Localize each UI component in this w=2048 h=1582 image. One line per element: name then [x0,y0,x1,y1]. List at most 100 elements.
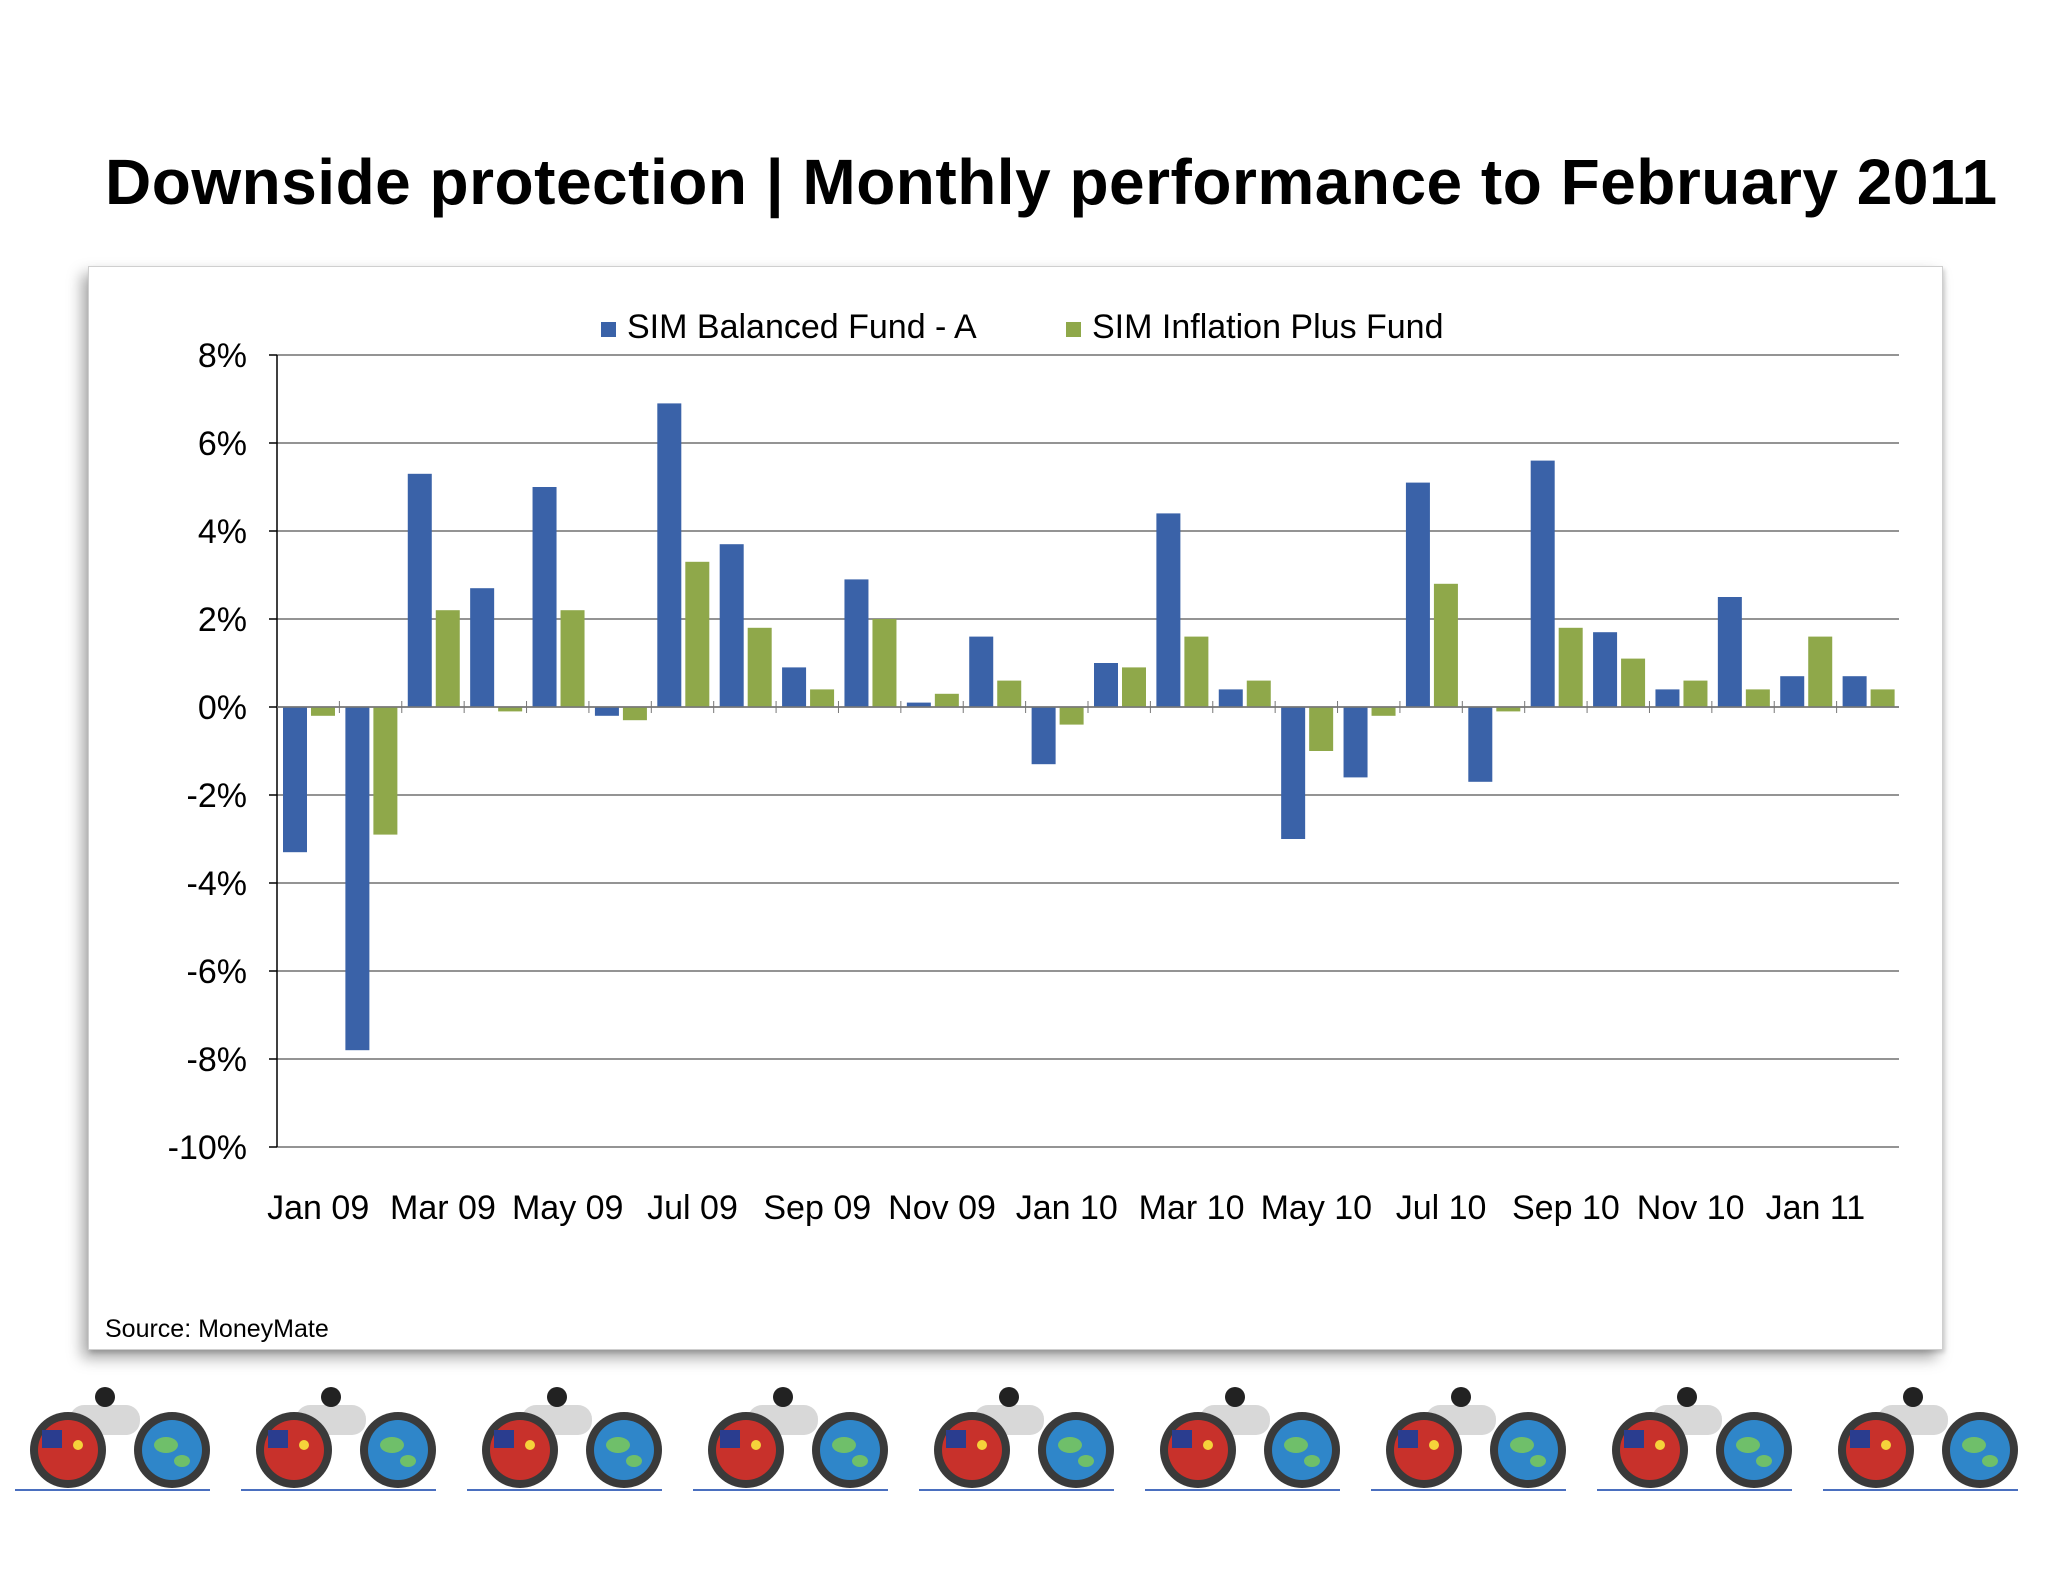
binoculars-icon [15,1387,210,1491]
bar-balanced-fund [1343,707,1368,778]
bar-inflation-plus-fund [1558,627,1583,707]
bar-balanced-fund [844,579,869,707]
x-tick-label: Mar 10 [1139,1189,1245,1227]
y-tick-label: -4% [187,865,247,903]
bar-balanced-fund [1530,460,1555,707]
x-tick-label: Mar 09 [390,1189,496,1227]
legend-swatch [1066,322,1081,337]
bar-inflation-plus-fund [1870,689,1895,707]
bar-balanced-fund [1717,597,1742,707]
bar-inflation-plus-fund [311,707,335,716]
y-tick-label: -8% [187,1041,247,1079]
x-tick-label: May 10 [1261,1189,1373,1227]
binoculars-icon [1823,1387,2018,1491]
bar-inflation-plus-fund [1808,636,1833,707]
bar-inflation-plus-fund [1433,583,1458,707]
binoculars-icon [693,1387,888,1491]
x-tick-label: May 09 [512,1189,624,1227]
page-title: Downside protection | Monthly performanc… [105,146,1998,218]
y-tick-label: 0% [198,689,247,727]
bar-balanced-fund [1218,689,1243,707]
bar-balanced-fund [1156,513,1181,707]
bar-balanced-fund [283,707,307,853]
bar-inflation-plus-fund [435,610,460,707]
y-tick-label: -10% [168,1129,247,1167]
bar-chart: 8% 6% 4% 2% 0% -2% -4% -6% -8% -10% Jan 09 Mar 09 M… [168,308,1899,1227]
bar-balanced-fund [1281,707,1306,839]
bar-inflation-plus-fund [1371,707,1396,716]
y-axis-ticks: 8% 6% 4% 2% 0% -2% -4% -6% -8% -10% [168,337,277,1167]
bar-inflation-plus-fund [622,707,647,721]
y-tick-label: 2% [198,601,247,639]
bar-inflation-plus-fund [1246,680,1271,707]
legend-swatch [601,322,616,337]
bar-balanced-fund [906,702,931,707]
plot-area [277,355,1899,1147]
bar-inflation-plus-fund [810,689,835,707]
x-tick-label: Sep 09 [763,1189,871,1227]
bar-inflation-plus-fund [498,707,523,712]
y-tick-label: 8% [198,337,247,375]
x-tick-label: Jul 10 [1396,1189,1487,1227]
bar-inflation-plus-fund [685,561,710,707]
x-tick-label: Jan 09 [267,1189,369,1227]
binoculars-icon [467,1387,662,1491]
bar-inflation-plus-fund [747,627,772,707]
bar-inflation-plus-fund [373,707,398,835]
y-tick-label: 6% [198,425,247,463]
bar-balanced-fund [969,636,994,707]
chart-panel: 8% 6% 4% 2% 0% -2% -4% -6% -8% -10% Jan 09 Mar 09 M… [88,266,1943,1350]
binoculars-icon [241,1387,436,1491]
bar-inflation-plus-fund [1745,689,1770,707]
bar-balanced-fund [1655,689,1680,707]
bar-inflation-plus-fund [1122,667,1146,707]
legend: SIM Balanced Fund - A SIM Inflation Plus … [601,308,1444,346]
bar-balanced-fund [532,487,557,707]
bar-balanced-fund [1031,707,1056,765]
x-tick-label: Jan 11 [1766,1189,1866,1227]
bar-balanced-fund [407,473,432,707]
gridlines [277,354,1899,1148]
x-tick-label: Jul 09 [647,1189,738,1227]
bar-balanced-fund [657,403,682,707]
bar-inflation-plus-fund [934,693,959,707]
bar-balanced-fund [719,544,744,707]
binoculars-icon [1145,1387,1340,1491]
x-tick-label: Nov 09 [888,1189,996,1227]
axes [276,355,1899,1147]
x-tick-label: Jan 10 [1016,1189,1118,1227]
binoculars-icon [919,1387,1114,1491]
legend-label: SIM Inflation Plus Fund [1092,308,1444,346]
bar-inflation-plus-fund [1309,707,1334,751]
legend-label: SIM Balanced Fund - A [627,308,977,346]
bar-balanced-fund [1842,676,1867,707]
bar-balanced-fund [1094,663,1118,707]
bar-inflation-plus-fund [997,680,1022,707]
x-tick-label: Nov 10 [1637,1189,1745,1227]
bar-inflation-plus-fund [560,610,585,707]
binoculars-icon [1597,1387,1792,1491]
bar-inflation-plus-fund [1496,707,1521,712]
bar-inflation-plus-fund [1683,680,1708,707]
bars [283,403,1895,1051]
bar-balanced-fund [470,588,495,707]
y-tick-label: 4% [198,513,247,551]
bar-balanced-fund [1468,707,1493,782]
y-tick-label: -6% [187,953,247,991]
bar-inflation-plus-fund [1184,636,1209,707]
source-note: Source: MoneyMate [105,1315,329,1343]
bar-balanced-fund [1405,482,1430,707]
bar-balanced-fund [345,707,370,1051]
y-tick-label: -2% [187,777,247,815]
bar-balanced-fund [782,667,807,707]
footer-binoculars-strip [15,1387,2018,1491]
bar-balanced-fund [1780,676,1805,707]
bar-inflation-plus-fund [872,619,897,707]
bar-inflation-plus-fund [1059,707,1084,725]
bar-balanced-fund [594,707,619,716]
bar-inflation-plus-fund [1621,658,1646,707]
bar-balanced-fund [1593,632,1618,707]
x-tick-label: Sep 10 [1512,1189,1620,1227]
binoculars-icon [1371,1387,1566,1491]
x-axis-ticks: Jan 09 Mar 09 May 09 Jul 09 Sep 09 Nov 09 Jan … [267,1189,1865,1227]
